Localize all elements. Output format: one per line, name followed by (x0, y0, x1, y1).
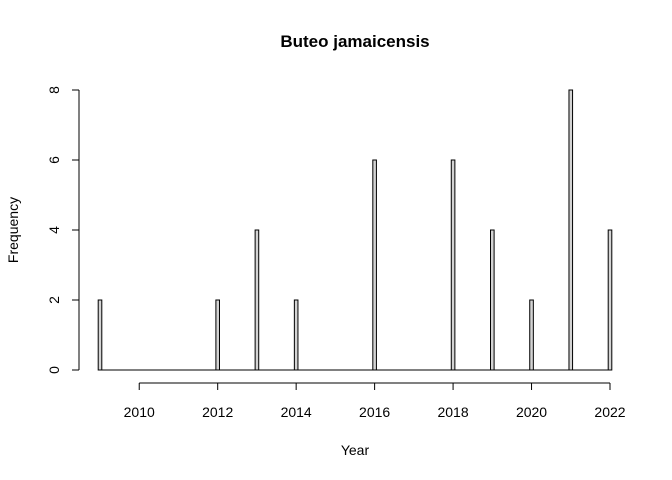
x-tick-label-2022: 2022 (594, 404, 625, 420)
bar-2012 (215, 299, 220, 371)
bar-2018 (450, 159, 456, 371)
x-axis: 2010 2012 2014 2016 2018 2020 2022 (124, 382, 626, 420)
bar-2019 (490, 229, 495, 371)
bar-2009 (97, 299, 103, 371)
bar-2016 (372, 159, 377, 371)
chart-title: Buteo jamaicensis (280, 32, 429, 51)
x-tick-label-2012: 2012 (202, 404, 233, 420)
y-axis-label: Frequency (5, 197, 21, 263)
y-axis: 0 2 4 6 8 (46, 86, 80, 374)
x-tick-label-2020: 2020 (516, 404, 547, 420)
bar-2013 (254, 229, 260, 371)
x-tick-label-2016: 2016 (359, 404, 390, 420)
bars (97, 89, 613, 371)
x-tick-label-2010: 2010 (124, 404, 155, 420)
y-tick-label-6: 6 (46, 156, 62, 164)
y-tick-label-0: 0 (46, 366, 62, 374)
bar-2020 (529, 299, 534, 371)
bar-2014 (293, 299, 299, 371)
y-tick-label-4: 4 (46, 226, 62, 234)
bar-2022 (607, 229, 613, 371)
x-axis-label: Year (341, 442, 370, 458)
x-tick-label-2014: 2014 (281, 404, 312, 420)
bar-2021 (568, 89, 574, 371)
x-tick-label-2018: 2018 (437, 404, 468, 420)
y-tick-label-8: 8 (46, 86, 62, 94)
y-tick-label-2: 2 (46, 296, 62, 304)
